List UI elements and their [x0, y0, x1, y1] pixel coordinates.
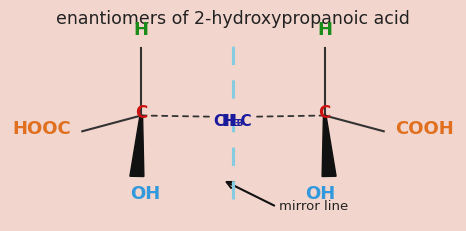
Polygon shape [322, 116, 336, 176]
Text: COOH: COOH [395, 120, 453, 138]
Text: HOOC: HOOC [13, 120, 71, 138]
Text: H: H [317, 21, 332, 39]
Polygon shape [130, 116, 144, 176]
Text: enantiomers of 2-hydroxypropanoic acid: enantiomers of 2-hydroxypropanoic acid [56, 9, 410, 27]
Text: C: C [135, 104, 147, 122]
Text: CH₃: CH₃ [213, 114, 244, 129]
Text: H: H [134, 21, 149, 39]
Text: H₃C: H₃C [222, 114, 253, 129]
Text: mirror line: mirror line [279, 200, 348, 213]
Text: OH: OH [305, 185, 336, 203]
Text: OH: OH [130, 185, 161, 203]
Text: C: C [319, 104, 331, 122]
